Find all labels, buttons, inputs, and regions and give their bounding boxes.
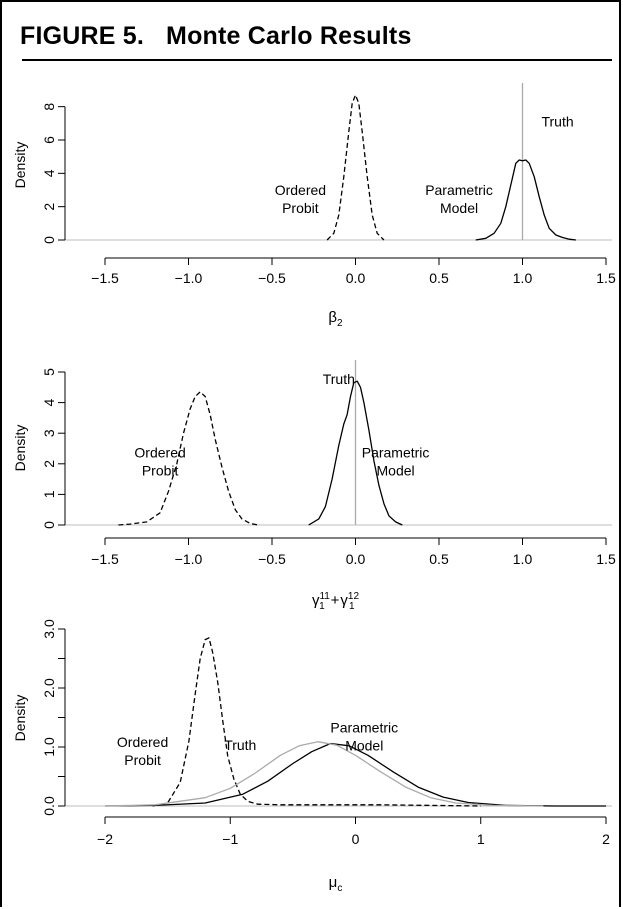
x-axis-label: β2 — [328, 309, 343, 329]
series-line-2 — [475, 159, 576, 241]
series-line-1 — [326, 94, 385, 241]
title-rule — [22, 59, 612, 61]
y-tick-label: 0 — [41, 236, 57, 244]
annotation: Parametric Model — [330, 719, 398, 753]
x-tick-label: 1 — [477, 831, 485, 847]
y-tick-label: 1.0 — [41, 737, 57, 757]
x-tick-label: 1.0 — [513, 270, 533, 286]
figure-title-text: Monte Carlo Results — [166, 22, 412, 50]
y-axis-label: Density — [12, 142, 28, 189]
x-axis-label: γ11 1 +γ12 1 — [312, 591, 360, 612]
chart-panel-3: 0.0 1.0 2.0 3.0 Density −2 −1 0 1 2 μc Ordered Probi… — [12, 619, 612, 894]
series-line-2 — [308, 380, 403, 526]
y-tick-label: 1 — [41, 490, 57, 498]
x-tick-label: 0.5 — [429, 270, 449, 286]
y-tick-label: 4 — [41, 169, 57, 177]
y-tick-label: 5 — [41, 368, 57, 376]
x-tick-label: 0 — [352, 831, 360, 847]
figure-label: FIGURE 5. — [20, 22, 145, 50]
x-tick-label: 2 — [602, 831, 610, 847]
y-tick-label: 2.0 — [41, 678, 57, 698]
x-tick-label: −1 — [222, 831, 238, 847]
series-line-1 — [118, 391, 259, 526]
chart-panel-2: 0 1 2 3 4 5 Density −1.5 −1.0 −0.5 0.0 0.5 1.0 1.5 γ11… — [12, 360, 616, 612]
annotation: Ordered Probit — [275, 182, 326, 216]
annotation: Parametric Model — [425, 182, 493, 216]
x-tick-label: −1.5 — [91, 270, 119, 286]
y-axis-label: Density — [12, 695, 28, 742]
annotation: Parametric Model — [362, 445, 430, 479]
series-line-2 — [104, 742, 606, 807]
x-tick-label: 0.5 — [429, 551, 449, 567]
annotation: Truth — [541, 114, 573, 130]
x-tick-label: 1.5 — [596, 551, 616, 567]
y-tick-label: 0.0 — [41, 796, 57, 816]
y-tick-label: 2 — [41, 460, 57, 468]
annotation: Truth — [323, 371, 355, 387]
y-axis-label: Density — [12, 425, 28, 472]
y-tick-label: 0 — [41, 521, 57, 529]
y-tick-label: 2 — [41, 203, 57, 211]
x-tick-label: −0.5 — [258, 551, 286, 567]
x-tick-label: −0.5 — [258, 270, 286, 286]
figure-title: FIGURE 5. Monte Carlo Results — [20, 22, 412, 51]
x-axis-label: μc — [329, 874, 343, 894]
series-line-3 — [104, 741, 544, 807]
x-tick-label: −1.0 — [175, 270, 203, 286]
chart-panel-1: 0 2 4 6 8 Density −1.5 −1.0 −0.5 0.0 0.5 1.0 1.5 β2 Or… — [12, 83, 616, 329]
y-tick-label: 8 — [41, 103, 57, 111]
y-tick-label: 6 — [41, 136, 57, 144]
y-tick-label: 4 — [41, 398, 57, 406]
annotation: Ordered Probit — [134, 445, 185, 479]
x-tick-label: −2 — [97, 831, 113, 847]
x-tick-label: −1.5 — [91, 551, 119, 567]
x-tick-label: 1.0 — [513, 551, 533, 567]
x-tick-label: 1.5 — [596, 270, 616, 286]
y-tick-label: 3 — [41, 429, 57, 437]
x-tick-label: −1.0 — [175, 551, 203, 567]
annotation: Ordered Probit — [117, 734, 168, 768]
y-tick-label: 3.0 — [41, 619, 57, 639]
x-tick-label: 0.0 — [346, 551, 366, 567]
series-line-1 — [152, 637, 481, 807]
x-tick-label: 0.0 — [346, 270, 366, 286]
annotation: Truth — [224, 737, 256, 753]
